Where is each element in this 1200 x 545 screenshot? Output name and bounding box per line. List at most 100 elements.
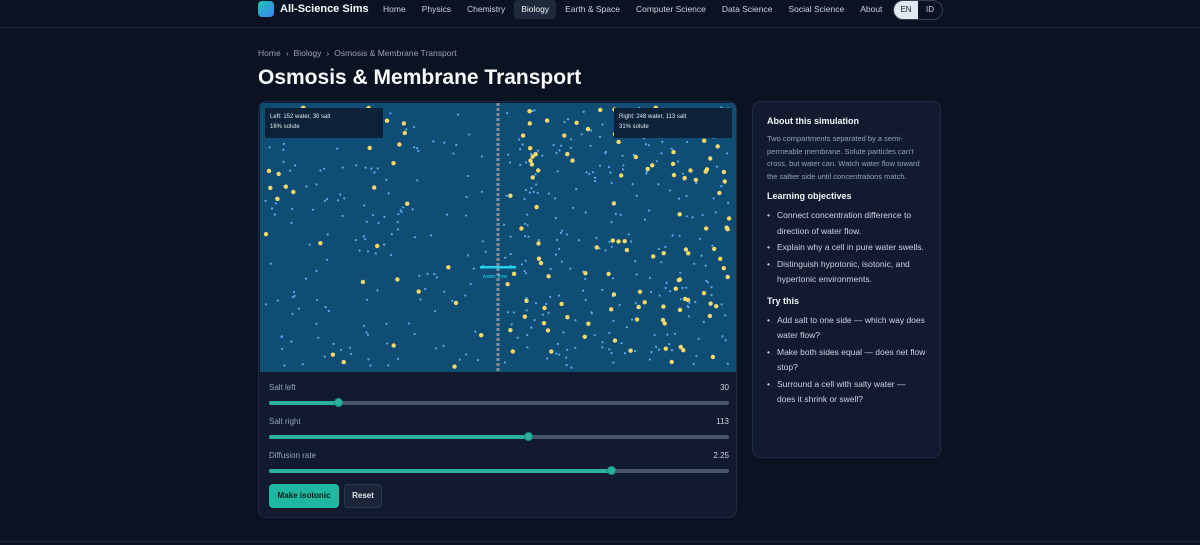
water-particle [594,180,597,183]
water-particle [612,277,615,280]
salt-right-slider-thumb[interactable] [524,432,534,441]
water-particle [648,358,651,361]
diffusion-rate-slider-thumb[interactable] [607,466,617,475]
salt-particle [391,343,396,348]
list-item: Make both sides equal — does net flow st… [767,345,926,376]
breadcrumb-item[interactable]: Home [258,48,281,58]
make-isotonic-button[interactable]: Make isotonic [269,484,339,508]
water-particle [634,260,637,263]
water-particle [724,314,727,317]
language-switcher: EN ID [893,0,943,20]
salt-particle [367,145,372,151]
water-particle [293,290,296,294]
water-particle [580,133,583,136]
water-particle [562,331,565,334]
water-particle [481,240,484,243]
water-particle [503,361,506,364]
water-particle [325,258,329,261]
try-list: Add salt to one side — which way does wa… [767,313,926,408]
simulation-canvas[interactable]: water flow Left: 152 water, 30 salt 16% … [260,103,736,372]
lang-id-button[interactable]: ID [926,5,934,14]
nav-item-home[interactable]: Home [383,4,406,14]
water-particle [417,149,420,153]
salt-particle [721,266,726,271]
left-readout-counts: Left: 152 water, 30 salt [270,114,331,120]
salt-particle [520,133,526,138]
breadcrumb-item[interactable]: Biology [293,48,322,58]
salt-particle [683,247,689,252]
water-particle [660,261,663,264]
salt-particle [268,185,273,191]
salt-particle [708,301,713,306]
water-particle [365,331,368,334]
water-particle [484,250,487,253]
top-nav-bar: All-Science Sims Home Physics Chemistry Bio… [0,0,1200,28]
water-particle [349,346,352,349]
water-particle [509,161,512,164]
water-particle [555,151,558,154]
right-readout-solute: 31% solute [619,124,649,130]
water-particle [339,193,342,196]
water-particle [326,233,329,236]
water-particle [706,281,710,284]
salt-left-slider-thumb[interactable] [333,398,343,407]
nav-item-data-science[interactable]: Data Science [721,4,773,14]
salt-particle [536,168,541,173]
water-particle [365,298,368,301]
water-particle [369,364,372,367]
list-item: Explain why a cell in pure water swells. [767,240,926,256]
water-particle [673,332,676,335]
water-particle [585,171,588,174]
water-particle [291,296,295,299]
salt-particle [508,193,513,198]
salt-particle [529,162,535,167]
salt-particle [611,201,617,206]
water-particle [512,311,515,314]
water-particle [445,213,449,216]
nav-item-computer-science[interactable]: Computer Science [635,4,706,14]
water-particle [518,138,521,141]
salt-left-slider[interactable] [269,398,729,407]
water-particle [366,250,370,253]
water-particle [593,334,596,337]
water-particle [558,353,561,356]
water-particle [506,311,509,314]
water-particle [720,185,723,188]
salt-right-slider[interactable] [269,432,729,441]
salt-particle [528,158,533,163]
water-particle [536,191,539,194]
water-particle [610,182,613,185]
right-compartment-readout: Right: 248 water, 113 salt 31% solute [614,108,732,138]
salt-particle [669,359,674,365]
nav-item-about[interactable]: About [860,4,883,14]
nav-item-earth-space[interactable]: Earth & Space [565,4,620,14]
water-particle [704,264,707,267]
water-particle [458,358,461,361]
nav-item-social-science[interactable]: Social Science [788,4,845,14]
diffusion-rate-slider[interactable] [269,466,729,475]
water-particle [301,363,304,366]
brand[interactable]: All-Science Sims [258,1,369,17]
water-particle [480,155,483,158]
page-title: Osmosis & Membrane Transport [258,66,582,89]
nav-item-biology[interactable]: Biology [514,0,557,19]
water-particle [354,239,357,242]
water-particle [387,364,390,367]
left-compartment-readout: Left: 152 water, 30 salt 16% solute [265,108,383,138]
water-particle [504,256,507,259]
nav-item-chemistry[interactable]: Chemistry [466,4,506,14]
water-particle [373,171,376,174]
water-particle [523,197,526,201]
water-particle [452,152,455,155]
reset-button[interactable]: Reset [344,484,382,508]
water-particle [477,359,480,362]
salt-left-slider-fill [269,401,338,405]
water-particle [686,140,689,144]
nav-item-physics[interactable]: Physics [421,4,451,14]
water-particle [554,217,557,220]
lang-en-button[interactable]: EN [894,1,918,19]
water-particle [383,215,386,219]
water-particle [657,183,660,186]
water-particle [547,192,550,195]
water-particle [465,353,468,356]
